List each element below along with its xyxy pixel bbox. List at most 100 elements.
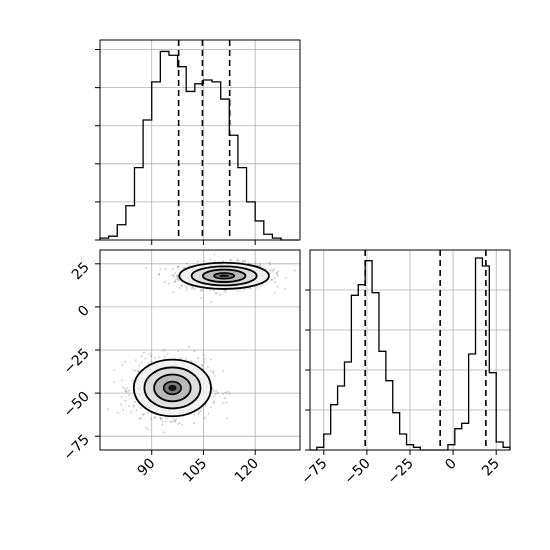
density-point: [243, 259, 246, 262]
density-point: [130, 411, 133, 414]
density-point: [219, 293, 221, 296]
density-point: [140, 355, 143, 358]
density-point: [163, 280, 166, 283]
density-point: [244, 260, 247, 263]
density-point: [270, 269, 272, 272]
density-point: [116, 411, 119, 414]
density-point: [196, 260, 199, 263]
density-point: [174, 272, 177, 274]
density-point: [134, 369, 137, 372]
density-point: [185, 262, 188, 265]
density-point: [198, 411, 201, 414]
density-point: [140, 361, 143, 364]
density-point: [274, 281, 277, 283]
density-point: [172, 274, 175, 276]
density-point: [124, 400, 127, 402]
density-point: [134, 359, 137, 362]
density-point: [203, 260, 206, 262]
density-point: [207, 412, 210, 415]
density-peak-c1: [168, 384, 177, 392]
density-point: [201, 365, 204, 367]
density-point: [186, 288, 188, 291]
density-point: [175, 418, 178, 421]
density-point: [159, 416, 162, 419]
density-point: [173, 276, 175, 279]
density-point: [224, 290, 227, 293]
density-point: [273, 268, 275, 271]
density-point: [154, 417, 156, 419]
density-point: [213, 395, 216, 398]
density-point: [125, 391, 128, 393]
histogram-x-frame: [99, 39, 301, 241]
density-point: [200, 288, 203, 291]
density-point: [139, 407, 142, 409]
density-point: [150, 417, 152, 420]
histogram-x-ticks: [95, 49, 256, 245]
density-point: [226, 390, 229, 393]
density-point: [121, 364, 124, 367]
density-point: [216, 391, 219, 394]
density-point: [271, 279, 273, 281]
density-contours: [132, 261, 270, 418]
density-point: [174, 419, 176, 422]
density-point: [132, 404, 135, 406]
density-point: [259, 264, 261, 267]
histogram-y-quantile-lines: [364, 250, 487, 450]
density-point: [178, 265, 180, 268]
density-point: [212, 370, 215, 372]
density-point: [176, 265, 179, 268]
density-point: [164, 417, 167, 419]
density-point: [176, 275, 178, 278]
density-point: [226, 417, 229, 420]
density-point: [180, 284, 183, 287]
density-point: [268, 261, 271, 264]
density-point: [158, 273, 161, 276]
density-point: [137, 370, 140, 373]
density-point: [207, 366, 209, 369]
density-point: [178, 287, 181, 289]
density-point: [177, 350, 180, 353]
density-point: [164, 267, 167, 270]
density-point: [161, 420, 164, 423]
density-point: [212, 371, 215, 374]
density-point: [201, 363, 203, 366]
density-point: [275, 272, 278, 274]
density-point: [204, 405, 206, 407]
density-point: [121, 379, 123, 382]
density-point: [128, 389, 130, 392]
histogram-y-steps: [310, 257, 511, 451]
density-point: [284, 288, 287, 290]
density-point: [163, 355, 166, 358]
density-point: [160, 417, 163, 420]
density-point: [209, 288, 212, 291]
density-point: [241, 259, 244, 262]
density-point: [213, 400, 215, 403]
density-point: [132, 405, 135, 408]
density-point: [210, 406, 212, 409]
density-point: [214, 393, 217, 395]
density-point: [124, 361, 126, 363]
density-point: [228, 392, 231, 395]
density-point: [172, 418, 175, 421]
density-point: [149, 353, 151, 355]
density-point: [121, 386, 124, 389]
density-point: [174, 278, 177, 281]
density-point: [203, 361, 206, 364]
density-point: [269, 272, 271, 275]
density-point: [184, 266, 186, 269]
density-point: [223, 397, 226, 400]
density-point: [276, 272, 278, 275]
density-point: [154, 357, 157, 359]
density-point: [236, 289, 239, 292]
density-point: [177, 279, 180, 282]
density-point: [107, 408, 110, 411]
density-point: [193, 350, 196, 353]
density-point: [171, 268, 174, 270]
density-point: [150, 355, 153, 358]
density-point: [273, 277, 276, 280]
density-point: [254, 261, 257, 264]
density-point: [171, 420, 174, 423]
density-point: [158, 273, 160, 276]
